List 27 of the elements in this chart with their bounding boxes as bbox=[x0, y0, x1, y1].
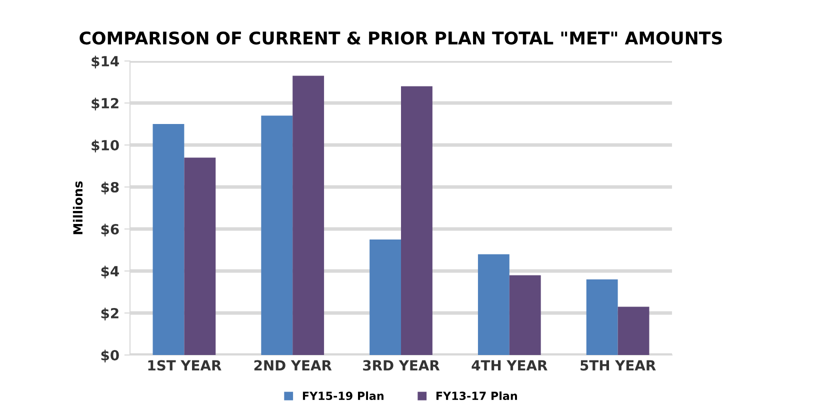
y-tick-label: $2 bbox=[101, 308, 118, 320]
y-tick-label: $4 bbox=[101, 266, 119, 278]
x-tick-label: 2ND YEAR bbox=[254, 360, 332, 370]
y-tick-label: $14 bbox=[92, 56, 119, 68]
y-tick-label: $8 bbox=[101, 182, 119, 194]
bar bbox=[292, 76, 324, 355]
y-tick-label: $10 bbox=[92, 140, 119, 152]
x-tick-label: 5TH YEAR bbox=[580, 360, 656, 371]
bar bbox=[478, 254, 510, 355]
y-tick-label: $12 bbox=[92, 98, 118, 110]
y-axis-title: Millions bbox=[72, 181, 83, 234]
bar bbox=[618, 306, 650, 355]
bar bbox=[586, 279, 618, 355]
y-tick-label: $6 bbox=[101, 224, 119, 236]
x-tick-label: 3RD YEAR bbox=[363, 360, 440, 371]
bar bbox=[261, 116, 293, 355]
bar bbox=[152, 124, 184, 355]
x-tick-label: 1ST YEAR bbox=[148, 360, 222, 371]
bar bbox=[370, 240, 401, 355]
bar bbox=[509, 275, 541, 355]
legend-label: FY13-17 Plan bbox=[436, 391, 517, 400]
bar bbox=[184, 158, 216, 355]
legend-label: FY15-19 Plan bbox=[302, 391, 384, 400]
y-tick-label: $0 bbox=[101, 350, 119, 362]
bar bbox=[401, 86, 432, 355]
x-tick-label: 4TH YEAR bbox=[472, 360, 548, 370]
chart-title: COMPARISON OF CURRENT & PRIOR PLAN TOTAL "MET" AMOUNTS bbox=[80, 31, 722, 45]
